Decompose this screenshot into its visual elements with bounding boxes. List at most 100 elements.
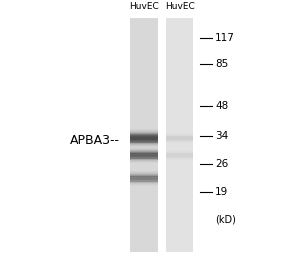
Bar [130,130,158,131]
Bar [130,180,158,181]
Bar [166,134,193,135]
Bar [130,153,158,154]
Bar [130,129,158,130]
Bar [130,150,158,151]
Bar [166,133,193,134]
Text: 19: 19 [215,187,228,197]
Bar [130,181,158,182]
Bar [130,175,158,176]
Bar [130,148,158,149]
Bar [166,141,193,142]
Bar [130,142,158,143]
Bar [130,138,158,139]
Bar [130,149,158,150]
Bar [130,185,158,186]
Bar [166,138,193,139]
Bar [166,137,193,138]
Text: 85: 85 [215,59,228,69]
Bar [130,133,158,134]
Bar [130,173,158,174]
Bar [130,161,158,162]
Bar [166,153,193,154]
Bar [166,134,193,135]
Bar [166,138,193,139]
Bar [130,158,158,159]
Bar [130,130,158,131]
Bar [130,132,158,133]
Bar [130,174,158,175]
Bar [130,138,158,139]
Bar [130,176,158,177]
Bar [130,135,158,136]
Bar [130,158,158,159]
Bar [130,150,158,151]
Bar [130,177,158,178]
Bar [166,150,193,151]
Bar [166,152,193,153]
Bar [130,139,158,140]
Bar [130,184,158,185]
Bar [130,137,158,138]
Bar [130,179,158,180]
Bar [130,154,158,155]
Bar [166,157,193,158]
Bar [130,152,158,153]
Bar [130,175,158,176]
Bar [130,176,158,177]
Bar [166,135,193,136]
Bar [130,146,158,147]
Text: (kD): (kD) [215,214,236,224]
Text: 26: 26 [215,159,228,169]
Bar [166,154,193,155]
Bar [130,147,158,148]
Bar [130,151,158,152]
Bar [166,155,193,156]
Bar [166,136,193,137]
Bar [130,154,158,155]
Bar [166,139,193,140]
Bar [166,135,193,136]
Bar [130,140,158,141]
Bar [130,152,158,153]
Bar [166,150,193,151]
Bar [166,140,193,141]
Bar [166,138,193,139]
Bar [166,151,193,152]
Bar [130,143,158,144]
Bar [130,131,158,132]
Bar [166,141,193,142]
Bar [130,160,158,161]
Bar [130,141,158,142]
Bar [130,182,158,183]
Bar [130,140,158,141]
Bar [166,135,193,136]
Bar [130,181,158,182]
Bar [166,155,193,156]
Bar [130,178,158,179]
Bar [130,173,158,174]
Bar [130,135,158,136]
Bar [130,156,158,157]
Text: 34: 34 [215,131,228,141]
Bar [130,134,158,135]
Bar [130,160,158,161]
Bar [130,147,158,148]
Bar [166,142,193,143]
Bar [130,177,158,178]
Text: APBA3--: APBA3-- [70,134,120,147]
Bar [130,183,158,184]
Bar [166,143,193,144]
Text: 117: 117 [215,33,235,43]
Bar [130,153,158,154]
Bar [130,136,158,137]
Bar [166,151,193,152]
Bar [130,132,158,133]
Bar [130,162,158,163]
Bar [130,171,158,172]
Bar [130,172,158,173]
Bar [130,18,158,252]
Bar [166,140,193,141]
Bar [166,137,193,138]
Bar [166,137,193,138]
Bar [166,158,193,159]
